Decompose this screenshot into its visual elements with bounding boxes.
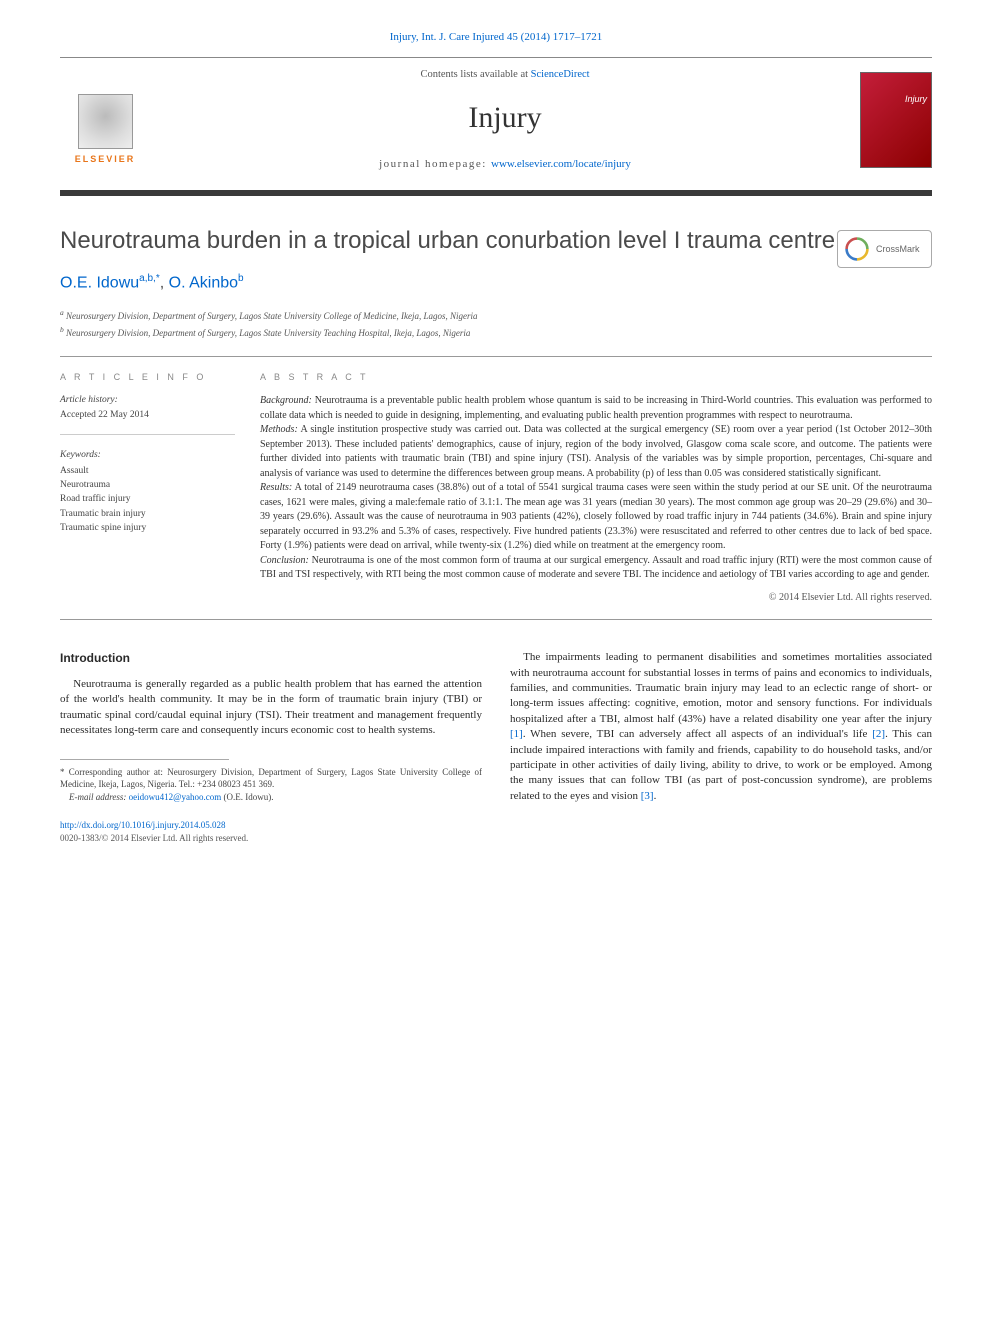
info-abstract-row: A R T I C L E I N F O Article history: A…	[60, 356, 932, 620]
abstract: A B S T R A C T Background: Neurotrauma …	[260, 371, 932, 605]
article-info: A R T I C L E I N F O Article history: A…	[60, 371, 235, 605]
elsevier-label: ELSEVIER	[75, 153, 136, 166]
abstract-heading: A B S T R A C T	[260, 371, 932, 384]
crossmark-label: CrossMark	[876, 243, 920, 256]
header-center: Contents lists available at ScienceDirec…	[150, 68, 860, 172]
intro-para-2: The impairments leading to permanent dis…	[510, 650, 932, 804]
keyword: Road traffic injury	[60, 493, 235, 506]
affil-sup-ab[interactable]: a,b,	[139, 273, 156, 284]
corr-email-link[interactable]: oeidowu412@yahoo.com	[129, 792, 222, 802]
affiliation-b: b Neurosurgery Division, Department of S…	[60, 324, 932, 341]
corresponding-footnote: * Corresponding author at: Neurosurgery …	[60, 766, 482, 791]
journal-header-band: ELSEVIER Contents lists available at Sci…	[60, 57, 932, 196]
affiliations: a Neurosurgery Division, Department of S…	[60, 307, 932, 340]
contents-line: Contents lists available at ScienceDirec…	[150, 68, 860, 83]
homepage-line: journal homepage: www.elsevier.com/locat…	[150, 157, 860, 172]
homepage-label: journal homepage:	[379, 158, 491, 170]
footnotes: * Corresponding author at: Neurosurgery …	[60, 766, 482, 804]
abstract-copyright: © 2014 Elsevier Ltd. All rights reserved…	[260, 591, 932, 606]
intro-para-1: Neurotrauma is generally regarded as a p…	[60, 677, 482, 739]
affil-sup-b[interactable]: b	[238, 273, 244, 284]
affiliation-a: a Neurosurgery Division, Department of S…	[60, 307, 932, 324]
elsevier-logo: ELSEVIER	[60, 75, 150, 165]
sciencedirect-link[interactable]: ScienceDirect	[531, 69, 590, 80]
abstract-results: Results: A total of 2149 neurotrauma cas…	[260, 481, 932, 554]
email-footnote: E-mail address: oeidowu412@yahoo.com (O.…	[60, 791, 482, 804]
journal-name: Injury	[150, 97, 860, 139]
crossmark-badge[interactable]: CrossMark	[837, 230, 932, 268]
abstract-methods: Methods: A single institution prospectiv…	[260, 423, 932, 481]
author-1-affil: a,b,*	[139, 273, 160, 284]
footnote-separator	[60, 759, 229, 760]
journal-cover-thumb: Injury	[860, 72, 932, 168]
keyword: Neurotrauma	[60, 479, 235, 492]
contents-text: Contents lists available at	[420, 69, 530, 80]
history-label: Article history:	[60, 394, 235, 407]
running-head: Injury, Int. J. Care Injured 45 (2014) 1…	[60, 30, 932, 45]
issn-copyright: 0020-1383/© 2014 Elsevier Ltd. All right…	[60, 832, 482, 845]
keywords-block: Keywords: Assault Neurotrauma Road traff…	[60, 449, 235, 548]
elsevier-tree-icon	[78, 94, 133, 149]
article-title: Neurotrauma burden in a tropical urban c…	[60, 226, 932, 256]
intro-heading: Introduction	[60, 650, 482, 667]
keyword: Traumatic brain injury	[60, 508, 235, 521]
crossmark-icon	[844, 236, 870, 262]
doi-link[interactable]: http://dx.doi.org/10.1016/j.injury.2014.…	[60, 820, 226, 830]
keywords-label: Keywords:	[60, 449, 235, 462]
author-2[interactable]: O. Akinbo	[169, 275, 238, 292]
abstract-conclusion: Conclusion: Neurotrauma is one of the mo…	[260, 554, 932, 583]
author-2-affil: b	[238, 273, 244, 284]
keyword: Assault	[60, 465, 235, 478]
ref-link-2[interactable]: [2]	[872, 728, 885, 740]
author-sep: ,	[160, 275, 169, 292]
cover-title: Injury	[905, 93, 927, 106]
body-text: Introduction Neurotrauma is generally re…	[60, 650, 932, 844]
ref-link-3[interactable]: [3]	[641, 790, 654, 802]
ref-link-1[interactable]: [1]	[510, 728, 523, 740]
keywords-list: Assault Neurotrauma Road traffic injury …	[60, 465, 235, 535]
keyword: Traumatic spine injury	[60, 522, 235, 535]
citation-link[interactable]: Injury, Int. J. Care Injured 45 (2014) 1…	[390, 31, 603, 43]
accepted-date: Accepted 22 May 2014	[60, 409, 235, 422]
homepage-link[interactable]: www.elsevier.com/locate/injury	[491, 158, 631, 170]
history-block: Article history: Accepted 22 May 2014	[60, 394, 235, 436]
author-list: O.E. Idowua,b,*, O. Akinbob	[60, 272, 932, 295]
info-heading: A R T I C L E I N F O	[60, 371, 235, 384]
abstract-background: Background: Neurotrauma is a preventable…	[260, 394, 932, 423]
doi-block: http://dx.doi.org/10.1016/j.injury.2014.…	[60, 819, 482, 844]
author-1[interactable]: O.E. Idowu	[60, 275, 139, 292]
